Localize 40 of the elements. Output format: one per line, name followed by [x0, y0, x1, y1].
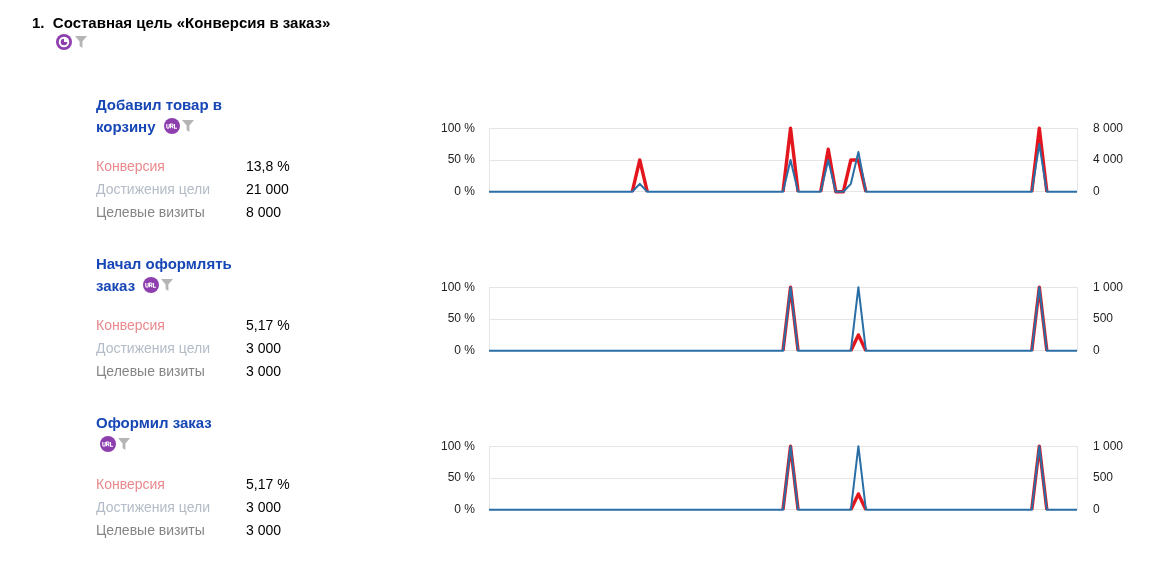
text: Достижения цели [96, 498, 211, 517]
text: 3 000 [246, 498, 283, 517]
text: Целевые визиты [96, 362, 206, 381]
text: Оформил заказ [96, 413, 213, 433]
text: Добавил товар в корзину [96, 95, 223, 137]
text: 1. Составная цель «Конверсия в заказ» [32, 14, 331, 32]
text: 21 000 [246, 180, 290, 199]
y-tick-label: 100 % [440, 438, 476, 453]
y-tick-label: 100 % [440, 120, 476, 135]
text: Конверсия [96, 157, 166, 176]
y-tick-label: 0 % [454, 343, 476, 358]
y-tick-label: 50 % [447, 311, 476, 326]
y-tick-label: 0 % [454, 184, 476, 199]
text: Целевые визиты [96, 203, 206, 222]
text: Достижения цели [96, 180, 211, 199]
y2-tick-label: 500 [1093, 470, 1114, 485]
y-tick-label: 50 % [447, 470, 476, 485]
text: 3 000 [246, 362, 283, 381]
y-tick-label: 50 % [447, 152, 476, 167]
text: Целевые визиты [96, 521, 206, 540]
y2-tick-label: 500 [1093, 311, 1114, 326]
y2-tick-label: 1 000 [1093, 279, 1124, 294]
y2-tick-label: 4 000 [1093, 152, 1124, 167]
text: 3 000 [246, 339, 283, 358]
y2-tick-label: 0 [1093, 343, 1100, 358]
y-tick-label: 0 % [454, 502, 476, 517]
y2-tick-label: 8 000 [1093, 120, 1124, 135]
y2-tick-label: 1 000 [1093, 438, 1124, 453]
text: 13,8 % [246, 157, 290, 176]
text: Конверсия [96, 316, 166, 335]
text: Начал оформлять заказ [96, 254, 233, 296]
text: Конверсия [96, 475, 166, 494]
text: 8 000 [246, 203, 283, 222]
y2-tick-label: 0 [1093, 184, 1100, 199]
y-tick-label: 100 % [440, 279, 476, 294]
text: 5,17 % [246, 475, 290, 494]
text: 3 000 [246, 521, 283, 540]
text: Достижения цели [96, 339, 211, 358]
text: 5,17 % [246, 316, 290, 335]
y2-tick-label: 0 [1093, 502, 1100, 517]
